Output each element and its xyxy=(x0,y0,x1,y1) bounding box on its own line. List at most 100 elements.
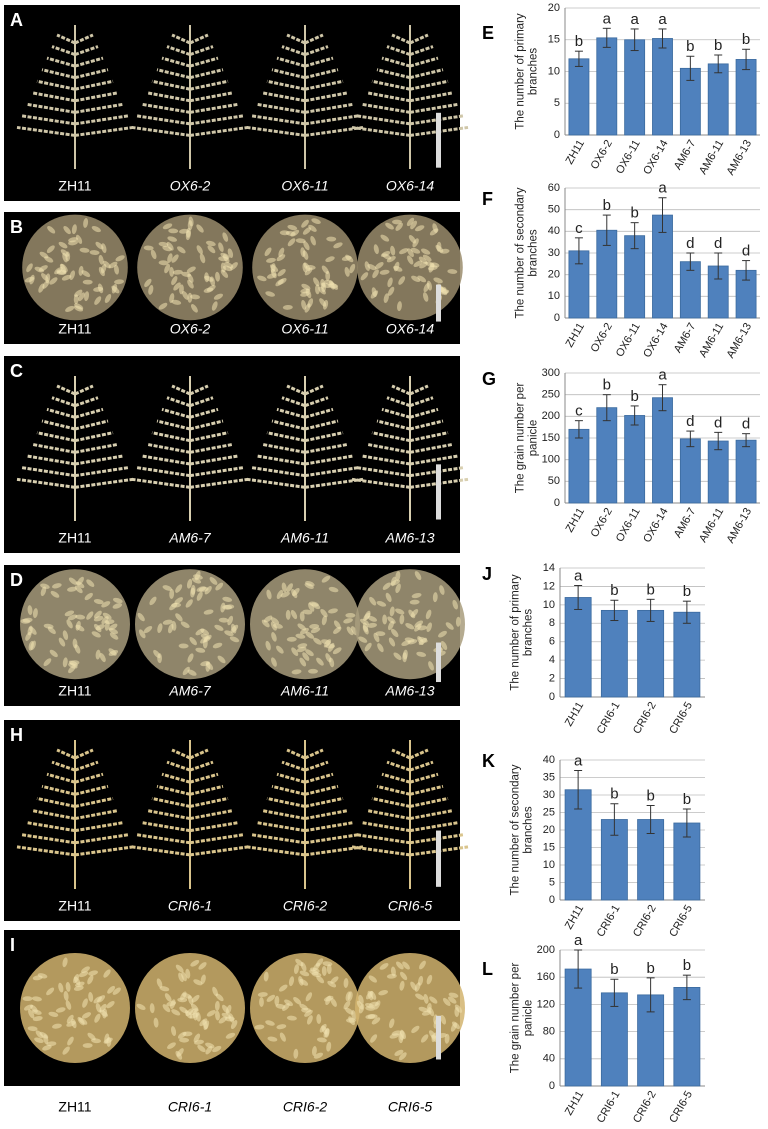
bar xyxy=(735,439,757,504)
grain xyxy=(305,580,315,587)
x-tick-label: ZH11 xyxy=(563,903,586,932)
grain xyxy=(382,582,391,590)
panicle-branch xyxy=(171,384,191,396)
grain xyxy=(293,996,302,1005)
panicle-branch xyxy=(74,454,124,466)
grain xyxy=(284,999,293,1007)
grain xyxy=(100,263,107,274)
grain xyxy=(47,225,56,234)
grain xyxy=(73,985,84,991)
genotype-label: CRI6-5 xyxy=(388,898,433,914)
panicle-branch xyxy=(409,809,454,821)
grain xyxy=(108,261,118,269)
grain xyxy=(254,1024,265,1030)
panicle-branch xyxy=(409,431,449,443)
grain xyxy=(83,218,89,228)
grain xyxy=(293,964,300,975)
y-tick-label: 15 xyxy=(548,34,560,46)
grain xyxy=(390,245,396,256)
x-tick-label: CRI6-5 xyxy=(667,700,695,736)
grain xyxy=(373,244,379,255)
y-tick-label: 12 xyxy=(543,580,555,592)
grain xyxy=(136,1003,146,1010)
grain xyxy=(393,652,402,660)
significance-letter: b xyxy=(603,197,611,214)
grain xyxy=(28,1009,35,1019)
genotype-label: OX6-2 xyxy=(170,321,211,337)
grain xyxy=(108,650,119,656)
y-tick-label: 300 xyxy=(542,367,560,379)
grain xyxy=(420,1034,429,1043)
grain xyxy=(347,991,353,1002)
grain xyxy=(32,608,38,619)
panicle-branch xyxy=(16,125,76,137)
panicle-branch xyxy=(189,845,249,857)
bar xyxy=(673,611,701,698)
y-tick-label: 50 xyxy=(548,204,560,216)
grain xyxy=(74,585,83,594)
grain xyxy=(455,616,461,627)
grain xyxy=(24,276,35,283)
bar xyxy=(568,428,590,504)
x-tick-label: CRI6-5 xyxy=(667,903,695,939)
grain xyxy=(189,637,197,646)
grain xyxy=(391,1030,402,1036)
y-tick-label: 150 xyxy=(542,432,560,444)
significance-letter: b xyxy=(683,957,691,974)
significance-letter: b xyxy=(610,961,618,978)
grain xyxy=(385,222,394,230)
grain xyxy=(77,1016,85,1026)
significance-letter: b xyxy=(683,583,691,600)
grain xyxy=(34,1037,44,1044)
grain xyxy=(264,247,272,257)
panicle-branch xyxy=(189,833,244,845)
grain xyxy=(190,1003,199,1012)
grain xyxy=(305,631,315,639)
grain xyxy=(257,275,267,282)
panicle-branch xyxy=(251,466,306,478)
grain xyxy=(196,224,204,233)
grain xyxy=(22,996,33,1002)
grain xyxy=(170,1026,177,1036)
panicle-branch xyxy=(74,442,119,454)
grain xyxy=(51,583,62,589)
significance-letter: c xyxy=(575,403,583,420)
grain xyxy=(399,980,405,991)
grain xyxy=(159,986,170,992)
panicle-branch xyxy=(409,833,464,845)
panicle-branch xyxy=(171,33,191,45)
scale-bar xyxy=(436,112,441,168)
panicle-branch xyxy=(409,56,439,68)
panicle-branch xyxy=(409,772,439,784)
genotype-label: ZH11 xyxy=(58,898,91,914)
grain xyxy=(316,1037,327,1043)
y-tick-label: 250 xyxy=(542,389,560,401)
grain xyxy=(75,614,86,620)
panicle-branch xyxy=(161,56,191,68)
panicle-branch xyxy=(74,760,99,772)
grain xyxy=(196,586,207,592)
grain xyxy=(277,269,286,277)
grain xyxy=(114,279,125,285)
panicle-branch xyxy=(189,760,214,772)
grain xyxy=(102,612,112,620)
grain xyxy=(343,618,353,624)
y-tick-label: 100 xyxy=(542,454,560,466)
significance-letter: b xyxy=(742,31,750,48)
panicle-branch xyxy=(409,419,444,431)
grain xyxy=(287,224,298,231)
panicle-branch xyxy=(189,748,209,760)
grain xyxy=(68,577,78,585)
grain xyxy=(395,961,404,970)
grain xyxy=(369,1001,379,1007)
panicle-branch xyxy=(46,772,76,784)
grain xyxy=(143,245,154,251)
panicle-branch xyxy=(304,454,354,466)
grain xyxy=(212,1045,222,1053)
grain xyxy=(81,966,90,974)
panicle-branch xyxy=(366,91,411,103)
grain xyxy=(94,296,102,305)
grain xyxy=(406,217,415,227)
y-tick-label: 20 xyxy=(548,269,560,281)
grain xyxy=(158,302,168,310)
